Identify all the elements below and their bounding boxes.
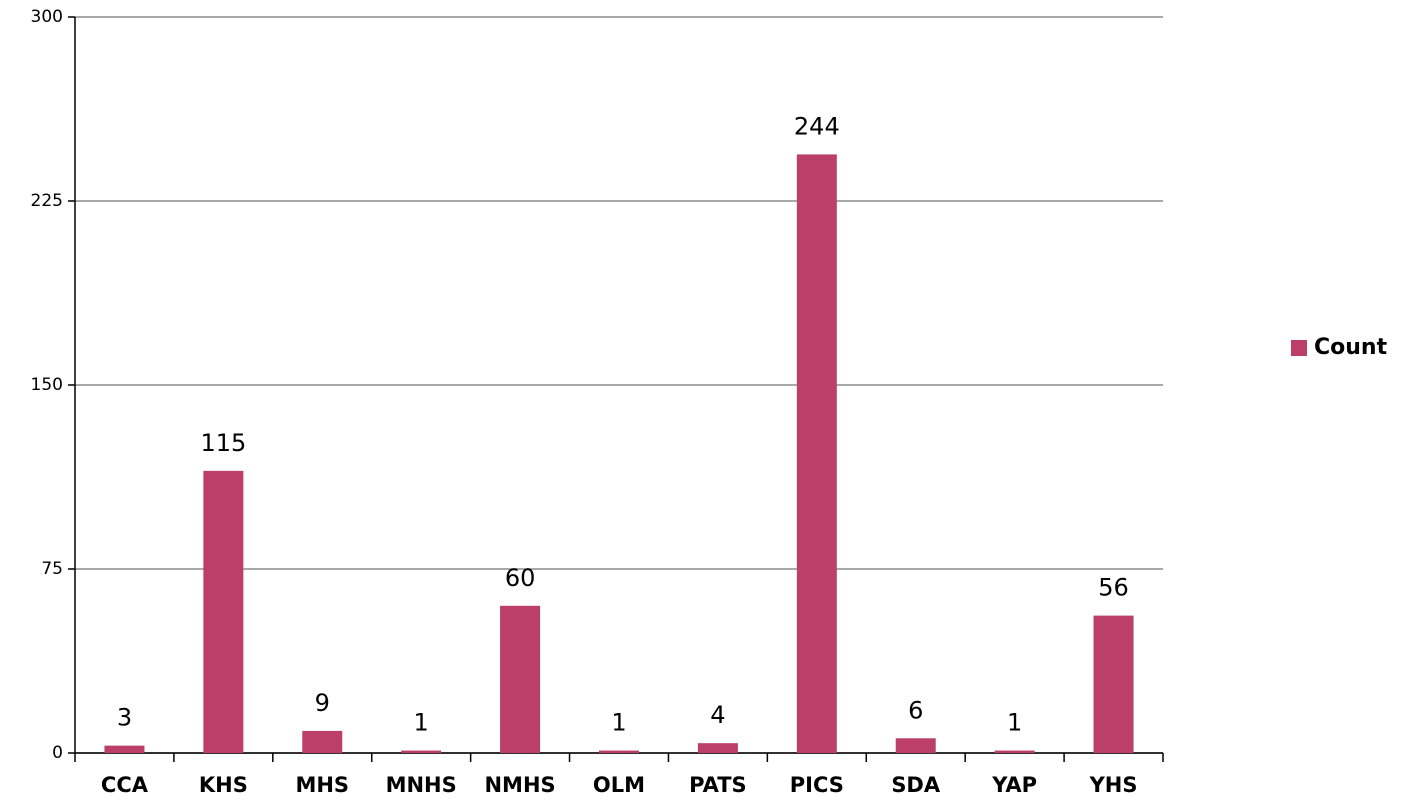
legend-swatch: [1291, 340, 1307, 356]
data-label: 1: [414, 709, 429, 737]
x-tick-label: SDA: [891, 773, 941, 797]
bar: [203, 470, 244, 753]
x-tick-label: YAP: [991, 773, 1037, 797]
data-label: 115: [200, 429, 246, 457]
x-tick-label: YHS: [1089, 773, 1138, 797]
x-tick-label: OLM: [593, 773, 645, 797]
x-tick-label: MNHS: [386, 773, 457, 797]
x-tick-label: MHS: [295, 773, 349, 797]
data-label: 6: [908, 696, 923, 724]
bar: [796, 154, 837, 754]
y-tick-label: 0: [52, 743, 63, 763]
x-tick-label: PICS: [790, 773, 844, 797]
bar: [1093, 615, 1134, 753]
y-tick-label: 150: [31, 375, 63, 395]
bar: [302, 730, 343, 753]
x-tick-label: CCA: [101, 773, 149, 797]
y-tick-label: 75: [41, 559, 63, 579]
data-label: 56: [1098, 574, 1129, 602]
bar: [994, 750, 1035, 753]
data-label: 1: [611, 709, 626, 737]
bar: [895, 738, 936, 753]
y-tick-label: 300: [31, 7, 63, 27]
data-label: 9: [315, 689, 330, 717]
data-label: 244: [794, 112, 840, 140]
x-tick-label: PATS: [689, 773, 747, 797]
data-label: 60: [505, 564, 536, 592]
data-label: 1: [1007, 709, 1022, 737]
y-tick-label: 225: [31, 191, 63, 211]
bar: [401, 750, 442, 753]
x-tick-label: NMHS: [484, 773, 555, 797]
bar: [500, 605, 541, 753]
bar: [599, 750, 639, 753]
x-tick-label: KHS: [199, 773, 248, 797]
data-label: 4: [710, 701, 725, 729]
bar: [104, 745, 145, 753]
data-label: 3: [117, 704, 132, 732]
legend-label: Count: [1314, 335, 1388, 360]
bar: [697, 743, 738, 753]
